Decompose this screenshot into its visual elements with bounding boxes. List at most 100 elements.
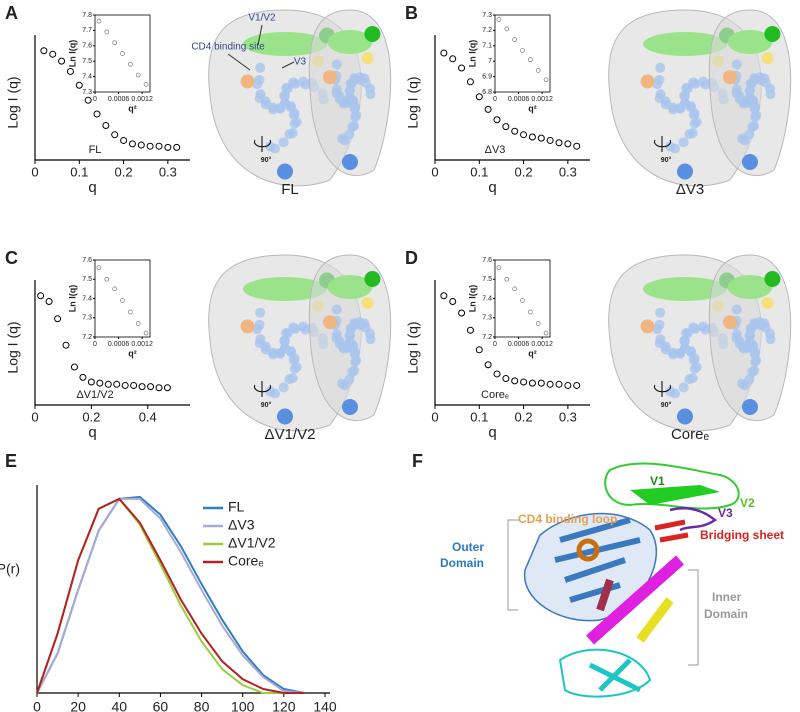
- data-point: [493, 370, 501, 378]
- annotation: V3: [294, 57, 307, 68]
- structure-panel: F V1 V2 V3 CD4 binding loop Bridging she…: [412, 451, 784, 698]
- inset-y-tick-label: 7.4: [82, 295, 92, 302]
- atom-blob: [255, 89, 266, 100]
- data-point: [458, 309, 466, 317]
- x-tick-label: 0.2: [115, 164, 133, 179]
- rotation-arrow: [254, 136, 271, 152]
- inset-y-tick-label: 7.1: [482, 43, 492, 50]
- y-axis-label: P(r): [0, 561, 20, 577]
- v1v2-blob: [364, 271, 381, 287]
- data-point: [475, 93, 483, 101]
- y-axis-label: Log I (q): [5, 321, 21, 373]
- data-point: [466, 78, 474, 86]
- sample-label: FL: [89, 144, 102, 156]
- label-inner: Domain: [704, 607, 748, 621]
- data-point: [54, 315, 62, 323]
- data-point: [45, 298, 53, 305]
- atom-blob: [680, 90, 690, 101]
- inset-x-tick-label: 0.0006: [508, 96, 530, 103]
- atom-blob: [690, 323, 701, 334]
- v1v2-blob: [364, 26, 381, 42]
- series-line: [36, 497, 305, 694]
- data-point: [40, 47, 48, 55]
- x-tick-label: 0.3: [159, 164, 177, 179]
- inset-y-tick-label: 7.6: [482, 257, 492, 264]
- atom-blob: [331, 59, 342, 70]
- atom-blob: [749, 348, 760, 359]
- cyan-strands: [588, 658, 642, 693]
- inset-point: [135, 72, 141, 78]
- x-tick-label: 0.2: [515, 164, 533, 179]
- inset-y-tick-label: 7.8: [82, 12, 92, 19]
- data-point: [537, 134, 545, 142]
- data-point: [120, 136, 128, 144]
- model-label: FL: [281, 181, 299, 198]
- panel: C 0 0.2 0.4 q Log I (q) ΔV1/V2 7.2 7.3 7.4 7.5 7.6 0…: [5, 248, 392, 443]
- atom-blob: [660, 341, 671, 352]
- data-point: [511, 377, 519, 385]
- atom-blob: [755, 320, 766, 331]
- x-tick-label: 0.4: [139, 409, 157, 424]
- atom-blob: [331, 304, 342, 315]
- data-point: [493, 116, 501, 124]
- atom-blob: [678, 382, 689, 393]
- atom-blob: [665, 141, 676, 152]
- atom-blob: [289, 118, 300, 129]
- atom-blob: [290, 78, 301, 89]
- data-point: [173, 143, 181, 151]
- inset-point: [135, 321, 141, 326]
- inset-point: [120, 298, 125, 303]
- atom-blob: [737, 378, 748, 389]
- v3-blob: [361, 52, 374, 64]
- cd4-blob: [640, 74, 655, 89]
- inset-point: [112, 286, 117, 292]
- atom-blob: [667, 347, 678, 358]
- data-point: [537, 379, 545, 387]
- x-tick-label: 0: [31, 164, 38, 179]
- inset-y-tick-label: 7.4: [82, 73, 92, 80]
- atom-blob: [355, 320, 366, 331]
- inset-x-tick-label: 0.0012: [531, 341, 553, 348]
- atom-blob: [654, 319, 665, 330]
- data-point: [155, 142, 163, 150]
- rotation-label: 90°: [661, 156, 672, 164]
- inset-point: [104, 276, 110, 282]
- x-axis-label: q: [88, 179, 96, 196]
- atom-blob: [745, 93, 755, 103]
- inset-point: [128, 309, 133, 315]
- x-axis-label: q: [488, 179, 496, 196]
- atom-blob: [267, 102, 278, 113]
- x-tick-label: 0.3: [559, 164, 577, 179]
- inset-y-tick-label: 7: [488, 58, 492, 65]
- inset-point: [535, 321, 541, 326]
- inset-point: [112, 40, 117, 46]
- label-v3: V3: [718, 506, 733, 520]
- data-point: [528, 379, 536, 387]
- x-tick-label: 60: [153, 699, 169, 712]
- tail-blob: [677, 163, 693, 180]
- atom-blob: [347, 121, 358, 132]
- inset-x-label: q²: [528, 103, 537, 113]
- atom-blob: [731, 59, 742, 70]
- inset-point: [496, 265, 502, 271]
- model-label: ΔV3: [676, 181, 704, 198]
- atom-blob: [300, 324, 311, 335]
- inset-x-tick-label: 0.0012: [131, 96, 153, 103]
- atom-blob: [290, 323, 301, 334]
- x-tick-label: 0: [33, 699, 41, 712]
- atom-blob: [684, 129, 695, 140]
- x-tick-label: 0.1: [470, 164, 488, 179]
- inset-y-tick-label: 7.6: [82, 257, 92, 264]
- data-point: [75, 81, 83, 89]
- data-point: [520, 131, 528, 139]
- data-point: [113, 380, 121, 388]
- atom-blob: [660, 96, 671, 107]
- data-point: [449, 298, 457, 305]
- atom-blob: [255, 307, 266, 318]
- panel: B 0 0.1 0.2 0.3 q Log I (q) ΔV3 6.8 6.9 7 7.1 7.2 7.3…: [405, 3, 792, 198]
- atom-blob: [734, 336, 745, 347]
- cd4-blob: [240, 319, 255, 334]
- atom-blob: [655, 62, 666, 73]
- bracket: [507, 519, 699, 666]
- helix: [586, 555, 684, 645]
